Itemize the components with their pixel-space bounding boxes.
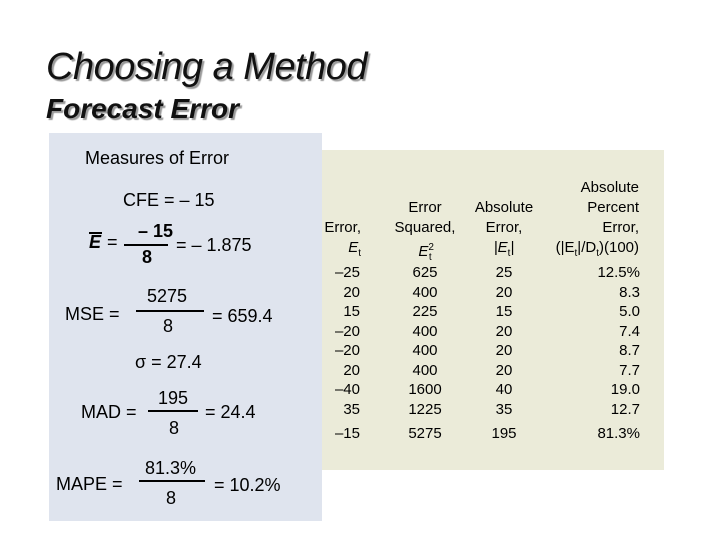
mse-numerator: 5275 [147,286,188,306]
table-cell: 15 [495,303,513,320]
cfe-formula: CFE = – 15 [123,190,215,210]
header-percent: Absolute Percent Error, (|Et|/Dt)(100) [556,178,639,264]
header-squared-line1: Error [408,199,442,216]
table-cell: 20 [343,361,360,379]
table-cell: 20 [495,342,513,359]
table-cell: 20 [343,283,360,301]
header-error-line1: Error, [324,219,361,236]
header-percent-sub1: t [574,248,578,259]
measures-heading: Measures of Error [85,148,230,168]
table-cell: –40 [334,381,360,398]
header-percent-sub2: t [596,248,599,259]
mape-numerator: 81.3% [145,458,197,478]
table-cell: 12.7 [610,400,640,418]
column-error: –25 20 15 –20 –20 20 –40 35 [310,263,360,419]
header-absolute-symbol: |E [493,239,508,256]
table-cell: 7.4 [619,322,640,340]
mad-result: = 24.4 [205,402,256,422]
measures-panel [49,133,322,521]
table-cell: 35 [343,400,360,418]
table-cell: 400 [412,283,438,301]
total-absolute: 195 [491,425,517,442]
table-cell: 1600 [408,381,442,398]
ebar-overline [89,232,102,234]
mape-label: MAPE = [56,474,123,494]
header-percent-mid: |/D [577,239,597,256]
header-error-sub: t [358,248,361,259]
header-percent-line1: Absolute [580,179,639,196]
ebar-denominator: 8 [142,247,153,267]
header-error: Error, Et [324,218,361,264]
table-cell: 1225 [408,400,442,418]
table-cell: 400 [412,361,438,379]
header-percent-close: )(100) [598,239,639,256]
header-absolute-line2: Error, [485,219,523,236]
slide-title: Choosing a Method [46,46,368,88]
total-squared: 5275 [408,425,442,442]
header-absolute-close: | [510,239,515,256]
ebar-symbol: E [89,232,102,252]
header-percent-line3: Error, [602,219,639,236]
table-cell: –25 [334,264,360,281]
table-cell: 40 [495,381,513,398]
header-error-symbol: E [348,239,359,256]
column-absolute: 25 20 15 20 20 20 40 35 [466,263,542,419]
table-cell: 625 [412,264,438,281]
table-cell: 400 [412,342,438,359]
table-cell: 225 [412,303,438,320]
table-cell: 19.0 [610,381,640,398]
header-squared-symbol: E [418,243,429,260]
mape-result: = 10.2% [214,475,281,495]
header-squared: Error Squared, E2t [385,198,465,268]
table-cell: 8.3 [619,283,640,301]
table-cell: 20 [495,283,513,301]
table-cell: 20 [495,361,513,379]
table-cell: 7.7 [619,361,640,379]
mad-denominator: 8 [169,418,180,438]
slide-subtitle: Forecast Error [46,93,239,124]
header-absolute: Absolute Error, |Et| [462,198,546,264]
header-squared-line2: Squared, [394,219,456,236]
table-cell: 400 [412,322,438,340]
mse-fraction-bar [136,310,204,312]
header-squared-sub: t [428,252,432,263]
mape-fraction-bar [139,480,205,482]
table-cell: 12.5% [597,264,640,281]
column-squared: 625 400 225 400 400 400 1600 1225 [385,263,465,419]
mad-fraction-bar [148,410,198,412]
column-percent: 12.5% 8.3 5.0 7.4 8.7 7.7 19.0 12.7 [570,263,640,419]
mse-result: = 659.4 [212,306,273,326]
table-cell: –20 [334,342,360,359]
table-cell: 35 [495,400,513,418]
ebar-equals: = [107,232,118,252]
header-absolute-sub: t [507,248,511,259]
sigma-formula: σ = 27.4 [135,352,202,372]
total-error: –15 [334,425,360,442]
table-cell: 5.0 [619,303,640,320]
header-percent-sym: (|E [555,239,575,256]
mape-denominator: 8 [166,488,177,508]
header-percent-line2: Percent [587,199,639,216]
ebar-result: = – 1.875 [176,235,252,255]
table-cell: 20 [495,322,513,340]
table-cell: 25 [495,264,513,281]
mad-label: MAD = [81,402,137,422]
ebar-fraction-bar [124,244,168,246]
mse-denominator: 8 [163,316,174,336]
table-cell: –20 [334,322,360,340]
total-percent: 81.3% [597,425,640,442]
table-cell: 8.7 [619,342,640,359]
mse-label: MSE = [65,304,120,324]
header-absolute-line1: Absolute [474,199,534,216]
table-cell: 15 [343,303,360,320]
header-squared-sup: 2 [428,242,434,253]
mad-numerator: 195 [158,388,189,408]
ebar-numerator: – 15 [138,221,174,241]
